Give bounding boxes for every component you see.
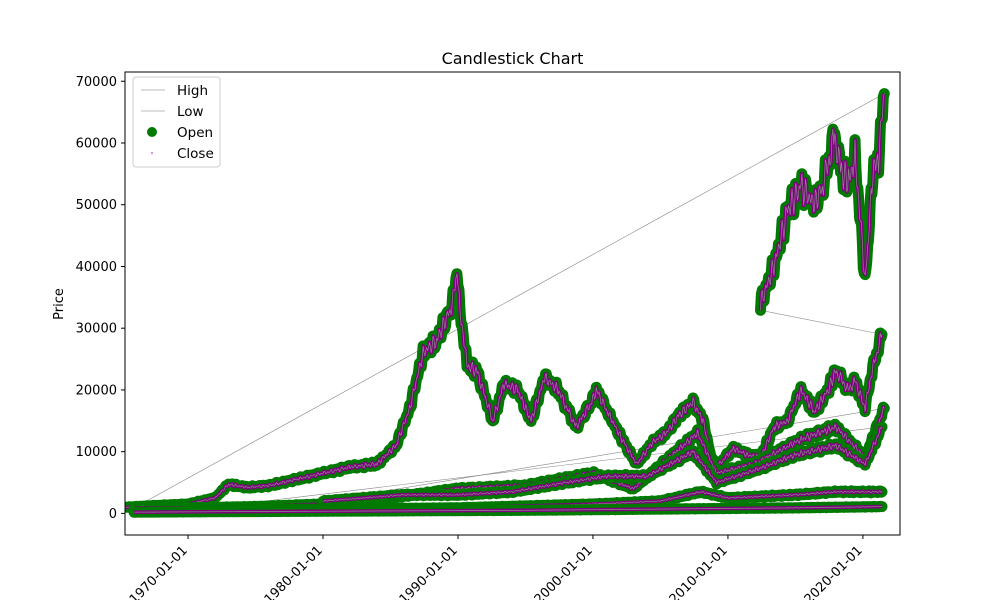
- high-low-line: [126, 273, 883, 508]
- y-tick-label: 60000: [76, 136, 117, 151]
- legend-label: Close: [177, 146, 214, 162]
- series-2: [755, 88, 890, 316]
- x-tick-label: 1990-01-01: [397, 543, 461, 600]
- legend: High Low Open Close: [132, 76, 221, 168]
- series-connector: [133, 93, 885, 509]
- x-tick-label: 2010-01-01: [667, 543, 731, 600]
- series-connector: [760, 309, 883, 335]
- chart-title: Candlestick Chart: [442, 49, 584, 68]
- y-tick-label: 10000: [76, 445, 117, 460]
- y-tick-label: 0: [109, 507, 117, 522]
- legend-swatch: [147, 127, 157, 137]
- high-low-line: [760, 93, 885, 311]
- x-tick-label: 2000-01-01: [532, 543, 596, 600]
- y-tick-label: 70000: [76, 75, 117, 90]
- y-tick-label: 30000: [76, 322, 117, 337]
- y-tick-label: 40000: [76, 260, 117, 275]
- x-tick-label: 1970-01-01: [127, 543, 191, 600]
- x-tick-label: 1980-01-01: [262, 543, 326, 600]
- legend-label: Open: [177, 125, 213, 141]
- y-axis: 0 10000 20000 30000 40000 50000 60000 70000: [76, 75, 125, 522]
- series-layer: [125, 88, 890, 518]
- y-tick-label: 20000: [76, 383, 117, 398]
- series-1: [125, 268, 888, 513]
- x-axis: 1970-01-01 1980-01-01 1990-01-01 2000-01-01…: [127, 535, 866, 600]
- legend-label: Low: [177, 104, 204, 120]
- y-tick-label: 50000: [76, 198, 117, 213]
- y-axis-label: Price: [52, 288, 67, 320]
- x-tick-label: 2020-01-01: [802, 543, 866, 600]
- legend-label: High: [177, 83, 208, 99]
- legend-swatch: [150, 151, 154, 155]
